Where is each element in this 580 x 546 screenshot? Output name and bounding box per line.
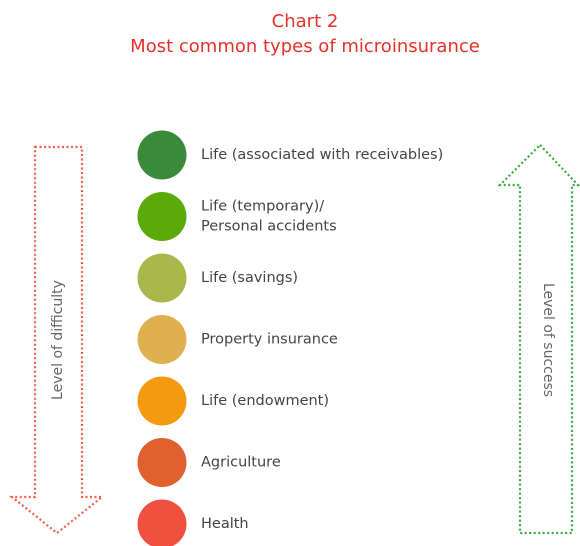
item-label: Life (endowment) xyxy=(201,393,329,409)
item-circle xyxy=(137,192,187,241)
item-label: Health xyxy=(201,516,249,532)
item-circle xyxy=(137,130,187,180)
item-circle xyxy=(137,315,187,364)
title-line: Most common types of microinsurance xyxy=(130,36,480,57)
item-label: Life (associated with receivables) xyxy=(201,147,443,163)
success-label: Level of success xyxy=(540,283,556,397)
difficulty-label: Level of difficulty xyxy=(50,280,66,400)
item-circle xyxy=(137,499,187,546)
item-label: Agriculture xyxy=(201,455,281,471)
item-circle xyxy=(137,253,187,303)
difficulty-arrow xyxy=(8,145,106,535)
item-label: Property insurance xyxy=(201,332,338,348)
item-label: Personal accidents xyxy=(201,219,337,235)
item-label: Life (temporary)/ xyxy=(201,199,324,215)
title-line: Chart 2 xyxy=(272,11,339,32)
item-circle xyxy=(137,376,187,426)
success-arrow xyxy=(497,143,580,535)
item-circle xyxy=(137,438,187,487)
item-label: Life (savings) xyxy=(201,270,298,286)
